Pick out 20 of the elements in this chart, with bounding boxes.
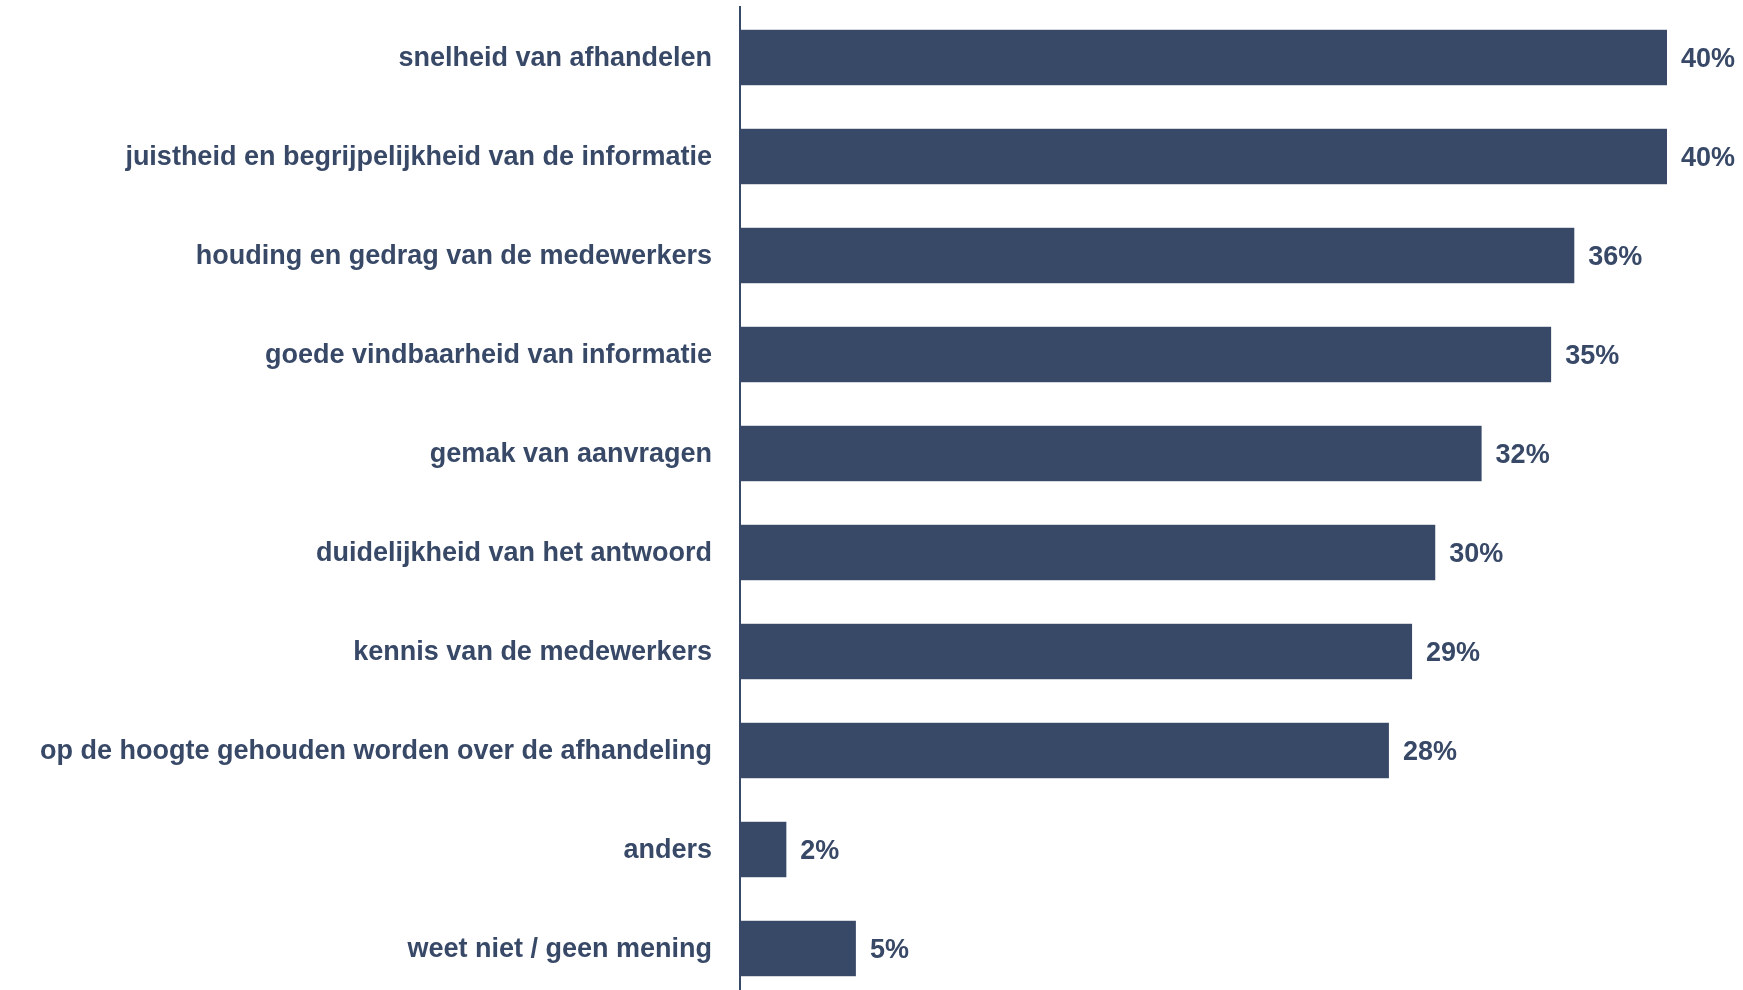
y-tick-label: anders bbox=[623, 834, 712, 865]
data-label: 29% bbox=[1426, 636, 1481, 667]
y-tick-label: juistheid en begrijpelijkheid van de informatie bbox=[124, 141, 712, 172]
y-tick-label: snelheid van afhandelen bbox=[398, 42, 712, 73]
data-label: 36% bbox=[1588, 240, 1643, 271]
data-label: 32% bbox=[1495, 438, 1550, 469]
y-tick-label: op de hoogte gehouden worden over de afhandeling bbox=[39, 735, 712, 766]
data-label: 30% bbox=[1449, 537, 1504, 568]
data-label: 40% bbox=[1681, 42, 1736, 73]
y-tick-label: duidelijkheid van het antwoord bbox=[315, 537, 712, 568]
y-tick-label: houding en gedrag van de medewerkers bbox=[195, 240, 712, 271]
y-tick-label: gemak van aanvragen bbox=[429, 438, 712, 469]
data-label: 28% bbox=[1402, 735, 1457, 766]
data-label: 2% bbox=[800, 834, 840, 865]
y-tick-label: kennis van de medewerkers bbox=[353, 636, 712, 667]
data-label: 35% bbox=[1565, 339, 1620, 370]
y-tick-label: goede vindbaarheid van informatie bbox=[264, 339, 712, 370]
data-label: 40% bbox=[1681, 141, 1736, 172]
data-label: 5% bbox=[869, 933, 909, 964]
y-tick-label: weet niet / geen mening bbox=[406, 933, 712, 964]
